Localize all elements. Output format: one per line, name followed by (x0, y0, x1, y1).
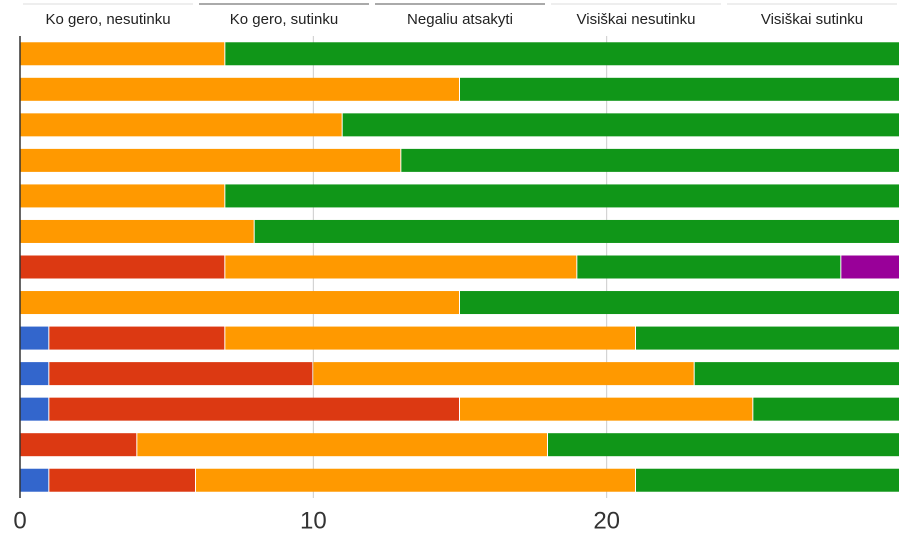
bar-segment (577, 255, 841, 279)
bar-segment (49, 468, 196, 492)
bar-segment (20, 433, 137, 457)
bar-segment (401, 148, 899, 172)
bar-segment (20, 219, 254, 243)
bar-segment (753, 397, 899, 421)
bar-segment (342, 113, 900, 137)
x-tick-label: 20 (593, 507, 620, 534)
bar-segment (137, 433, 548, 457)
bar-segment (20, 77, 459, 101)
bar-segment (313, 362, 694, 386)
bar-segment (20, 255, 225, 279)
x-tick-label: 0 (13, 507, 26, 534)
bar-segment (225, 42, 900, 66)
bar-segment (636, 468, 899, 492)
legend-label: Visiškai sutinku (761, 11, 863, 28)
bar-segment (225, 255, 577, 279)
legend-label: Visiškai nesutinku (577, 11, 696, 28)
bar-segment (841, 255, 899, 279)
bar-segment (460, 397, 753, 421)
x-tick-label: 10 (300, 507, 327, 534)
legend-label: Ko gero, nesutinku (45, 11, 170, 28)
bar-segment (196, 468, 635, 492)
bar-segment (254, 219, 899, 243)
legend-label: Negaliu atsakyti (407, 11, 513, 28)
bar-segment (460, 77, 899, 101)
bar-segment (20, 184, 225, 208)
bar-segment (548, 433, 899, 457)
bar-segment (20, 397, 49, 421)
bar-segment (225, 184, 900, 208)
bar-segment (20, 42, 225, 66)
bar-segment (20, 468, 49, 492)
bar-segment (20, 326, 49, 350)
bar-segment (49, 326, 225, 350)
legend-label: Ko gero, sutinku (230, 11, 338, 28)
bar-segment (20, 148, 401, 172)
bar-segment (49, 362, 313, 386)
bar-segment (636, 326, 899, 350)
bar-segment (460, 291, 899, 315)
bar-segment (20, 362, 49, 386)
bar-segment (20, 291, 459, 315)
bar-segment (49, 397, 459, 421)
bar-segment (20, 113, 342, 137)
bar-segment (225, 326, 636, 350)
bar-segment (694, 362, 899, 386)
